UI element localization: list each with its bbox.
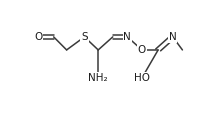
- Text: O: O: [138, 45, 146, 55]
- Text: N: N: [169, 32, 177, 42]
- Text: S: S: [81, 32, 88, 42]
- Text: NH₂: NH₂: [88, 73, 108, 83]
- Text: O: O: [34, 32, 42, 42]
- Text: N: N: [124, 32, 131, 42]
- Text: HO: HO: [134, 73, 150, 83]
